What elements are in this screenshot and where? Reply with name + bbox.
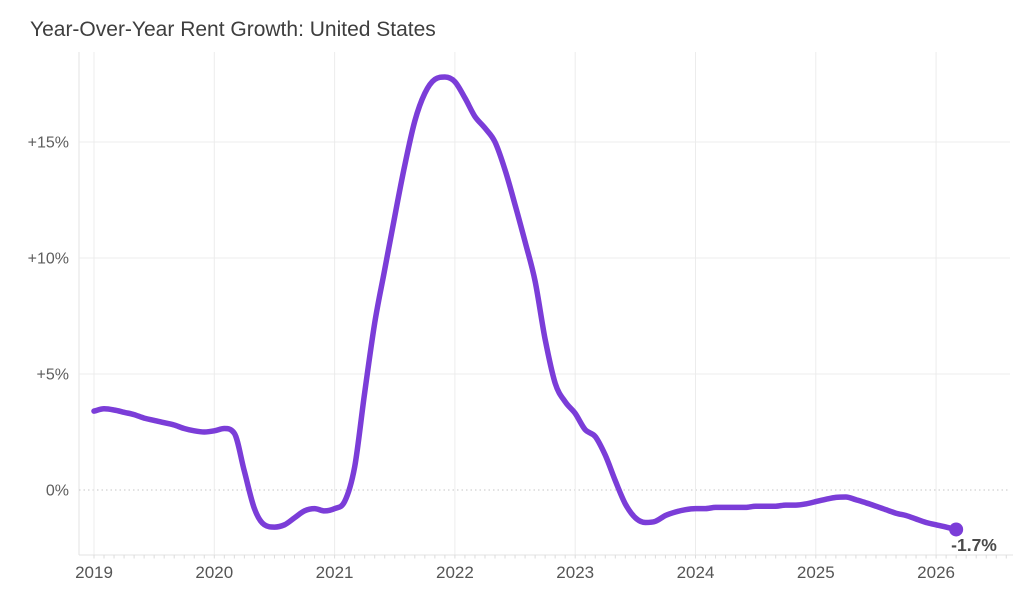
latest-value-label: -1.7% <box>951 535 997 555</box>
x-tick-label: 2019 <box>75 563 113 582</box>
x-tick-label: 2020 <box>195 563 233 582</box>
x-tick-label: 2026 <box>917 563 955 582</box>
axis-minor-ticks <box>93 555 1007 559</box>
y-tick-label: 0% <box>46 483 69 500</box>
y-tick-label: +15% <box>28 135 69 152</box>
y-axis-labels: +15% +10% +5% 0% <box>28 135 69 500</box>
gridlines <box>78 52 1013 556</box>
y-tick-label: +10% <box>28 251 69 268</box>
chart-title: Year-Over-Year Rent Growth: United State… <box>30 18 436 41</box>
x-axis-labels: 2019 2020 2021 2022 2023 2024 2025 2026 <box>75 563 955 582</box>
latest-point-dot <box>949 522 964 537</box>
x-tick-label: 2021 <box>316 563 354 582</box>
rent-growth-line <box>91 74 959 533</box>
x-tick-label: 2022 <box>436 563 474 582</box>
y-tick-label: +5% <box>37 367 69 384</box>
x-tick-label: 2023 <box>556 563 594 582</box>
x-tick-label: 2025 <box>797 563 835 582</box>
x-tick-label: 2024 <box>677 563 715 582</box>
